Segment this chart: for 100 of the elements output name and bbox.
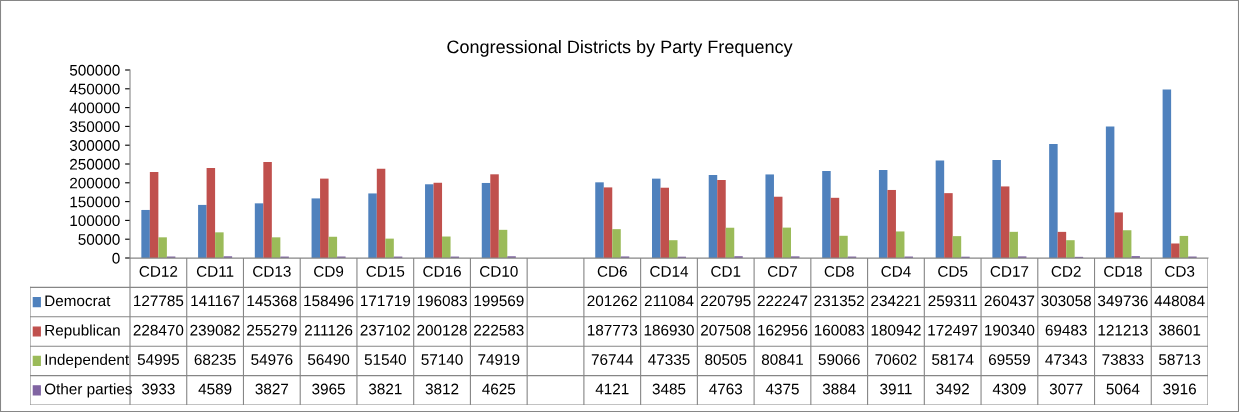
x-tick-label: CD2 (1051, 265, 1081, 277)
data-label: 4375 (765, 383, 799, 395)
y-tick-label: 450000 (69, 83, 120, 95)
legend-label: Republican (45, 324, 120, 339)
data-label: 141167 (191, 295, 240, 307)
x-tick-label: CD6 (597, 265, 627, 277)
data-label: 220795 (701, 295, 751, 307)
data-label: 145368 (247, 295, 297, 307)
x-tick-label: CD16 (423, 265, 461, 277)
y-tick-label: 350000 (69, 121, 120, 133)
legend-label: Other parties (44, 383, 132, 398)
data-label: 180942 (871, 324, 921, 336)
data-label: 162956 (758, 324, 808, 336)
x-tick-label: CD11 (196, 265, 234, 277)
data-label: 4309 (992, 383, 1026, 395)
data-label: 4121 (595, 383, 629, 395)
data-label: 56490 (307, 354, 350, 365)
data-label: 186930 (644, 324, 694, 336)
data-label: 448084 (1154, 295, 1205, 307)
data-label: 54976 (251, 354, 293, 365)
x-tick-label: CD1 (711, 265, 741, 277)
data-label: 200128 (417, 324, 467, 336)
data-label: 211126 (304, 324, 353, 336)
data-label: 4589 (198, 383, 232, 395)
legend-label: Independent (45, 353, 130, 369)
x-tick-label: CD5 (938, 265, 968, 277)
data-label: 54995 (137, 354, 179, 365)
data-label: 58174 (932, 354, 974, 365)
data-label: 69483 (1045, 324, 1087, 336)
data-label: 38601 (1158, 324, 1201, 336)
x-tick-label: CD10 (480, 265, 518, 277)
data-label: 190340 (985, 324, 1035, 336)
data-label: 3911 (880, 383, 912, 395)
data-label: 3916 (1163, 383, 1196, 395)
data-label: 3827 (255, 383, 289, 395)
data-label: 171719 (360, 295, 411, 307)
x-tick-label: CD14 (650, 265, 689, 277)
data-label: 231352 (814, 295, 864, 307)
data-label: 69559 (988, 354, 1030, 365)
data-label: 5064 (1106, 383, 1140, 395)
data-label: 349736 (1097, 295, 1148, 307)
data-label: 222583 (474, 324, 524, 336)
data-label: 3492 (936, 383, 969, 395)
data-label: 4625 (482, 383, 516, 395)
data-label: 259311 (928, 295, 977, 307)
chart-title: Congressional Districts by Party Frequency (447, 40, 793, 57)
x-tick-label: CD12 (139, 265, 178, 277)
data-label: 58713 (1159, 354, 1201, 365)
y-tick-label: 100000 (70, 215, 120, 227)
data-label: 80841 (761, 354, 803, 365)
legend-label: Democrat (45, 295, 111, 307)
y-tick-label: 300000 (69, 140, 120, 151)
x-tick-label: CD13 (253, 265, 291, 277)
y-tick-label: 400000 (69, 102, 120, 114)
data-label: 228470 (133, 324, 184, 336)
data-label: 3485 (652, 383, 686, 395)
x-tick-label: CD4 (881, 265, 911, 277)
data-label: 47343 (1045, 354, 1087, 365)
data-label: 80505 (705, 354, 747, 365)
x-tick-label: CD7 (767, 265, 797, 277)
data-label: 207508 (701, 324, 751, 336)
data-label: 211084 (644, 295, 694, 307)
data-label: 3812 (425, 383, 459, 395)
y-tick-label: 150000 (70, 196, 120, 208)
data-label: 260437 (984, 295, 1035, 307)
data-label: 201262 (587, 295, 637, 307)
data-label: 51540 (364, 354, 406, 365)
data-label: 70602 (875, 354, 917, 365)
data-label: 68235 (194, 354, 236, 365)
x-tick-label: CD18 (1104, 265, 1142, 277)
data-label: 74919 (478, 354, 520, 365)
data-label: 3077 (1049, 383, 1083, 395)
x-tick-label: CD8 (824, 265, 854, 277)
data-label: 3965 (312, 383, 345, 395)
data-label: 160083 (814, 324, 865, 336)
data-label: 121213 (1098, 324, 1148, 336)
data-label: 158496 (304, 295, 354, 307)
y-tick-label: 500000 (69, 64, 120, 76)
data-label: 303058 (1041, 295, 1091, 307)
data-label: 234221 (871, 295, 921, 307)
x-tick-label: CD9 (314, 265, 344, 277)
data-label: 73833 (1102, 354, 1144, 365)
data-label: 196083 (417, 295, 467, 307)
data-label: 3884 (822, 383, 856, 395)
data-label: 3821 (368, 383, 402, 395)
y-tick-label: 250000 (70, 158, 120, 170)
data-label: 237102 (360, 324, 411, 336)
data-label: 222247 (757, 295, 808, 307)
data-label: 59066 (818, 354, 860, 365)
data-label: 199569 (474, 295, 524, 307)
data-label: 127785 (134, 295, 184, 307)
x-tick-label: CD17 (990, 265, 1029, 277)
x-tick-label: CD15 (366, 265, 405, 277)
y-tick-label: 0 (112, 252, 120, 264)
data-label: 3933 (141, 383, 175, 395)
data-label: 47335 (648, 354, 690, 365)
x-tick-label: CD3 (1165, 265, 1195, 277)
data-label: 76744 (591, 354, 634, 365)
data-label: 187773 (587, 324, 638, 336)
y-tick-label: 50000 (78, 234, 120, 245)
